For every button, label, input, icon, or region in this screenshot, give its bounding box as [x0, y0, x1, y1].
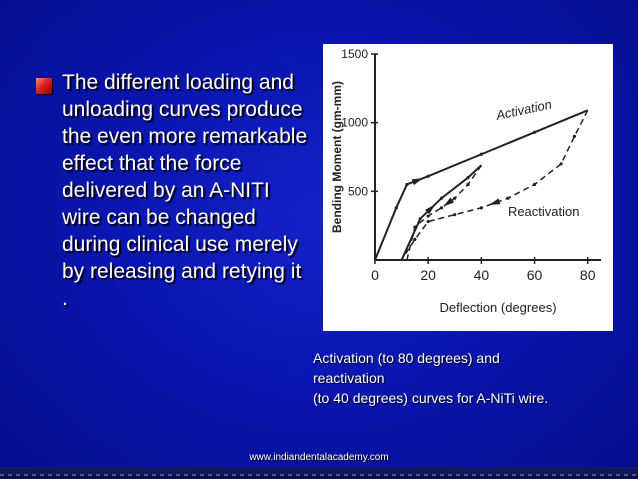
series-point: [439, 206, 444, 210]
series-arrow: [411, 178, 424, 186]
series-point: [572, 134, 577, 138]
series-point: [506, 196, 510, 200]
series-point: [466, 182, 470, 187]
annotation-activation: Activation: [494, 96, 553, 123]
bottom-bar: [0, 467, 638, 479]
caption-line: Activation (to 80 degrees) and: [313, 350, 500, 366]
series-point: [426, 219, 430, 224]
series-point: [426, 214, 430, 218]
x-tick-label: 80: [580, 267, 596, 283]
series-point: [394, 206, 398, 210]
series-arrow: [489, 198, 501, 206]
series-point: [413, 237, 417, 241]
x-axis-label: Deflection (degrees): [439, 300, 556, 315]
series-point: [426, 174, 430, 178]
series-point: [532, 130, 537, 134]
footer-url[interactable]: www.indiandentalacademy.com: [249, 452, 389, 463]
annotation-reactivation: Reactivation: [508, 204, 580, 219]
series-point: [439, 196, 444, 200]
series-point: [479, 152, 483, 156]
x-tick-label: 0: [371, 267, 379, 283]
series-line: [400, 109, 589, 261]
y-tick-label: 500: [348, 184, 368, 198]
x-tick-label: 40: [474, 267, 490, 283]
y-tick-label: 1500: [341, 47, 368, 61]
series-point: [453, 196, 457, 200]
x-tick-label: 60: [527, 267, 543, 283]
caption-line: (to 40 degrees) curves for A-NiTi wire.: [313, 390, 549, 406]
series-point: [559, 162, 563, 166]
series-point: [418, 217, 422, 221]
caption-line: reactivation: [313, 370, 385, 386]
series-point: [405, 182, 409, 187]
bottom-dots: [0, 474, 638, 476]
y-tick-label: 1000: [341, 116, 368, 130]
bullet-text: The different loading and unloading curv…: [62, 71, 308, 310]
series-point: [453, 213, 457, 217]
bending-moment-chart: 500 1000 1500 0 20 40 60 80 Deflection (degrees)…: [330, 47, 601, 315]
bullet-square-icon: [36, 78, 52, 94]
series-point: [413, 225, 417, 229]
series-arrow: [443, 197, 455, 207]
series-point: [532, 182, 537, 187]
chart-figure: 500 1000 1500 0 20 40 60 80 Deflection (degrees)…: [323, 44, 613, 331]
y-axis-label: Bending Moment (gm-mm): [330, 81, 344, 233]
series-arrow: [424, 204, 436, 215]
series-point: [466, 176, 470, 180]
figure-caption: Activation (to 80 degrees) and reactivat…: [313, 348, 633, 408]
series-point: [479, 206, 483, 210]
x-tick-label: 20: [420, 267, 436, 283]
